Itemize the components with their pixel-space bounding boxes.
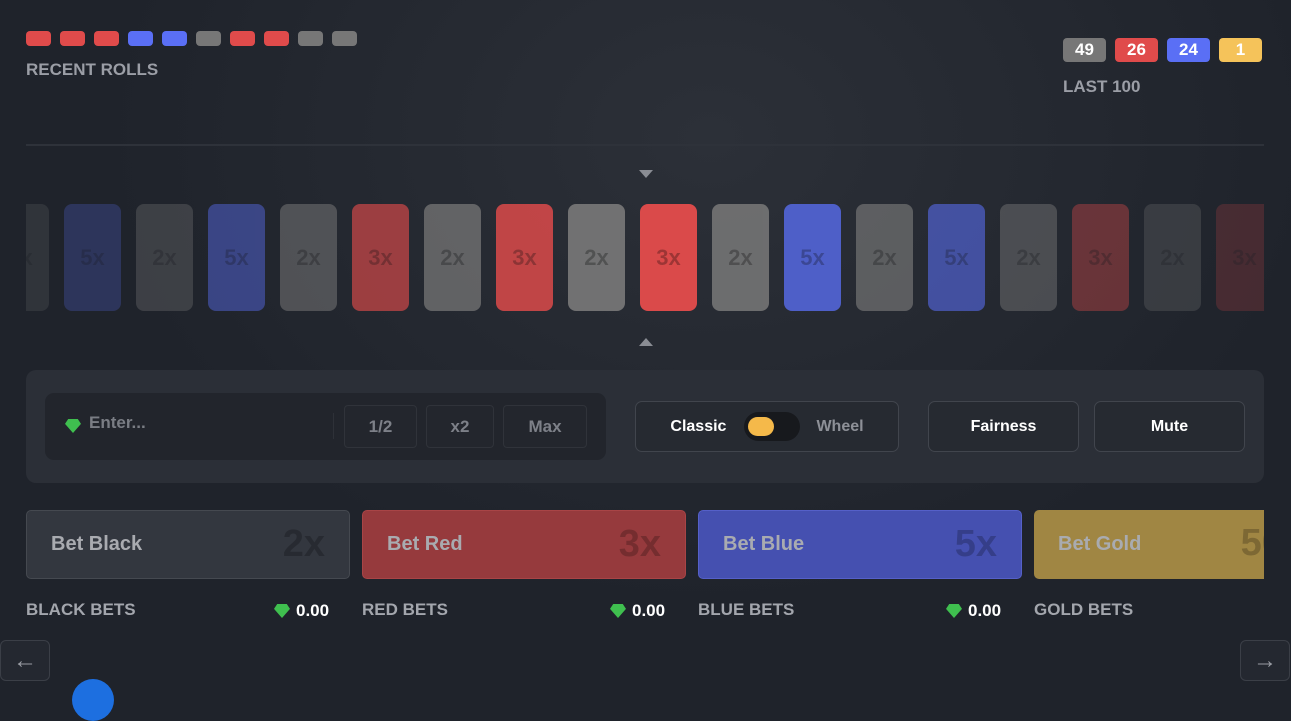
roll-tile-black: 2x (26, 204, 49, 311)
red-bets-total: 0.00 (610, 601, 665, 621)
avatar[interactable] (72, 679, 114, 721)
roll-tile-black: 2x (280, 204, 337, 311)
roll-tile-red: 3x (352, 204, 409, 311)
max-button[interactable]: Max (503, 405, 587, 448)
gem-icon (946, 604, 962, 618)
bet-amount-box: 1/2 x2 Max (45, 393, 606, 460)
roll-tile-red: 3x (496, 204, 553, 311)
recent-roll-red (94, 31, 119, 46)
separator (333, 413, 334, 439)
last-100-counts: 49 26 24 1 (1063, 38, 1262, 62)
bet-red-button[interactable]: Bet Red 3x (362, 510, 686, 579)
recent-roll-blue (128, 31, 153, 46)
black-bets-total: 0.00 (274, 601, 329, 621)
pointer-down-icon (639, 170, 653, 178)
recent-roll-red (264, 31, 289, 46)
recent-roll-blue (162, 31, 187, 46)
roll-tile-red: 3x (1072, 204, 1129, 311)
bet-black-button[interactable]: Bet Black 2x (26, 510, 350, 579)
amount: 0.00 (296, 601, 330, 620)
last-100-label: LAST 100 (1063, 77, 1141, 96)
black-bets-title: BLACK BETS (26, 600, 136, 619)
count-gold: 1 (1219, 38, 1262, 62)
recent-roll-red (230, 31, 255, 46)
mute-button[interactable]: Mute (1094, 401, 1245, 452)
roll-tile-black: 2x (424, 204, 481, 311)
roll-tile-blue: 5x (928, 204, 985, 311)
next-arrow-button[interactable]: → (1240, 640, 1290, 681)
roll-strip: 2x5x2x5x2x3x2x3x2x3x2x5x2x5x2x3x2x3x (26, 204, 1264, 312)
gem-icon (610, 604, 626, 618)
roll-tile-black: 2x (568, 204, 625, 311)
bet-blue-button[interactable]: Bet Blue 5x (698, 510, 1022, 579)
roll-tile-black: 2x (1144, 204, 1201, 311)
fairness-button[interactable]: Fairness (928, 401, 1079, 452)
bet-gold-button[interactable]: Bet Gold 50x (1034, 510, 1264, 579)
roll-tile-black: 2x (712, 204, 769, 311)
recent-roll-black (196, 31, 221, 46)
roll-tile-blue: 5x (784, 204, 841, 311)
prev-arrow-button[interactable]: ← (0, 640, 50, 681)
switch-knob (748, 417, 775, 436)
bet-amount-input[interactable] (89, 413, 329, 433)
double-button[interactable]: x2 (426, 405, 494, 448)
bet-gold-mult: 50x (1240, 522, 1264, 564)
blue-bets-title: BLUE BETS (698, 600, 795, 619)
bet-black-mult: 2x (282, 523, 325, 565)
gem-icon (65, 419, 81, 433)
amount: 0.00 (968, 601, 1002, 620)
recent-roll-red (60, 31, 85, 46)
roll-tile-black: 2x (136, 204, 193, 311)
recent-rolls-label: RECENT ROLLS (26, 60, 159, 79)
roll-tile-blue: 5x (208, 204, 265, 311)
pointer-up-icon (639, 338, 653, 346)
recent-roll-black (298, 31, 323, 46)
count-blue: 24 (1167, 38, 1210, 62)
roll-tile-blue: 5x (64, 204, 121, 311)
recent-rolls (26, 31, 357, 46)
divider (26, 144, 1264, 146)
bet-blue-mult: 5x (954, 523, 997, 565)
wheel-label: Wheel (816, 417, 864, 435)
bet-gold-label: Bet Gold (1058, 533, 1142, 555)
recent-roll-red (26, 31, 51, 46)
count-black: 49 (1063, 38, 1106, 62)
half-button[interactable]: 1/2 (344, 405, 417, 448)
count-red: 26 (1115, 38, 1158, 62)
recent-roll-black (332, 31, 357, 46)
blue-bets-total: 0.00 (946, 601, 1001, 621)
bet-blue-label: Bet Blue (723, 533, 805, 555)
amount: 0.00 (632, 601, 666, 620)
roll-tile-black: 2x (856, 204, 913, 311)
bet-black-label: Bet Black (51, 533, 143, 555)
roll-tile-black: 2x (1000, 204, 1057, 311)
gold-bets-title: GOLD BETS (1034, 600, 1134, 619)
red-bets-title: RED BETS (362, 600, 448, 619)
classic-label: Classic (670, 417, 727, 435)
mode-toggle[interactable]: Classic Wheel (635, 401, 899, 452)
bet-red-label: Bet Red (387, 533, 463, 555)
roll-tile-red: 3x (1216, 204, 1264, 311)
bet-red-mult: 3x (618, 523, 661, 565)
gem-icon (274, 604, 290, 618)
mode-switch[interactable] (744, 412, 801, 441)
roll-tile-red: 3x (640, 204, 697, 311)
